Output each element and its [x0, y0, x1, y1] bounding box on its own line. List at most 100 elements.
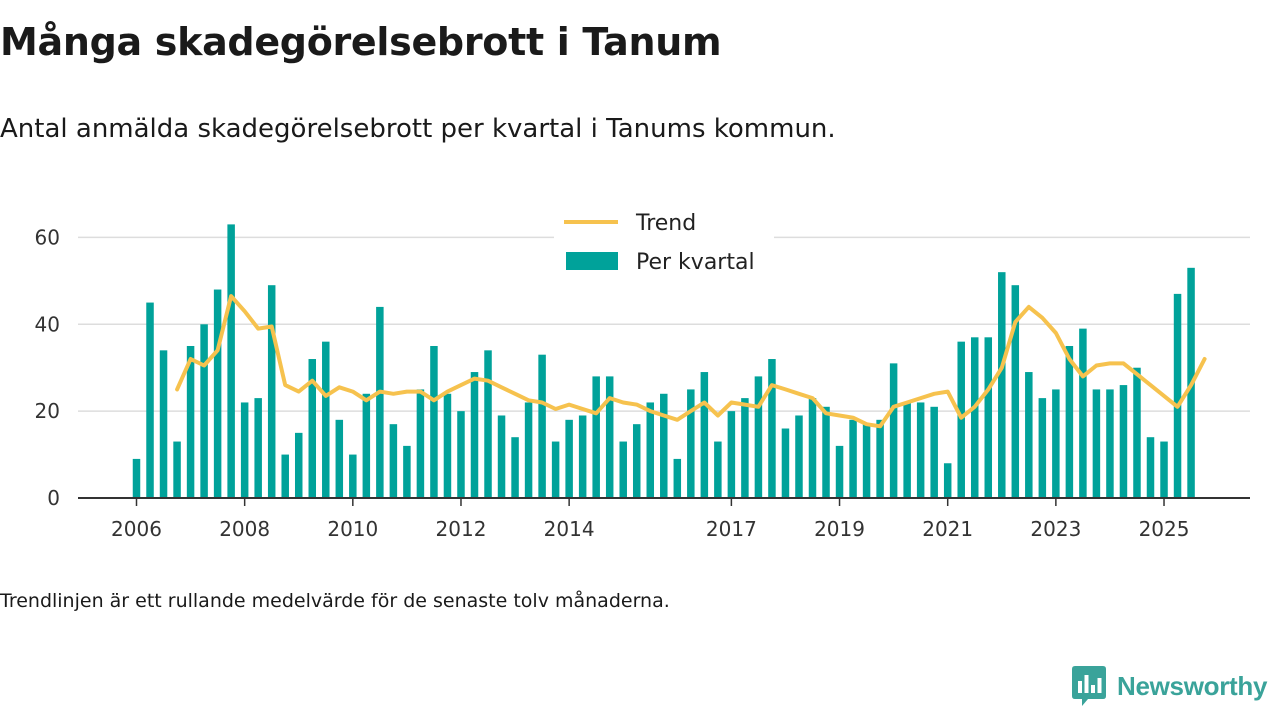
bar	[430, 345, 438, 498]
y-tick-label: 40	[35, 312, 60, 336]
newsworthy-logo[interactable]: Newsworthy	[1072, 666, 1267, 706]
bar	[132, 458, 141, 498]
bar	[700, 372, 709, 498]
legend-swatch-bar	[566, 252, 618, 270]
bar	[646, 402, 655, 498]
bar	[660, 393, 668, 498]
x-tick-label: 2019	[814, 517, 865, 541]
bar	[146, 302, 154, 498]
bar	[619, 441, 627, 498]
bar	[903, 402, 911, 498]
bar	[1160, 441, 1168, 498]
y-tick-label: 20	[35, 399, 60, 423]
bar	[159, 350, 168, 498]
bar	[240, 402, 249, 498]
footnote: Trendlinjen är ett rullande medelvärde f…	[0, 590, 670, 612]
bar	[511, 437, 519, 498]
x-tick-label: 2021	[922, 517, 973, 541]
legend-label: Trend	[635, 211, 696, 236]
bar	[1092, 389, 1101, 498]
bar	[1065, 345, 1074, 498]
trend-series	[175, 294, 1207, 429]
bar	[808, 398, 817, 498]
bar	[943, 463, 952, 498]
bar	[795, 415, 803, 498]
bar	[186, 345, 195, 498]
bar	[1011, 285, 1020, 498]
bar-chart-speech-bubble-icon	[1072, 666, 1106, 706]
bar	[768, 359, 776, 498]
bar	[876, 419, 884, 498]
brand-name: Newsworthy	[1117, 670, 1268, 701]
bar	[1025, 372, 1033, 498]
bar	[524, 402, 533, 498]
bar	[1038, 398, 1047, 498]
x-axis: 2006 2008 2010 2012 2014 2017 2019 2021 2023 2025	[78, 497, 1250, 541]
y-tick-label: 0	[47, 486, 60, 510]
bar	[592, 376, 600, 498]
bar	[1106, 389, 1114, 498]
bar	[254, 398, 262, 498]
bar	[930, 406, 938, 498]
bar	[673, 458, 682, 498]
x-tick-label: 2008	[219, 517, 270, 541]
x-tick-label: 2014	[544, 517, 595, 541]
x-tick-label: 2025	[1139, 517, 1190, 541]
bar	[416, 389, 425, 498]
legend-label: Per kvartal	[636, 250, 755, 275]
bar	[294, 432, 303, 498]
bar	[497, 415, 506, 498]
bar	[213, 289, 222, 498]
bar	[1173, 293, 1182, 498]
bar	[1133, 367, 1141, 498]
bar	[335, 419, 344, 498]
chart-title: Många skadegörelsebrott i Tanum	[0, 20, 722, 64]
bar	[605, 376, 614, 498]
bar	[781, 428, 790, 498]
x-tick-label: 2023	[1030, 517, 1081, 541]
bar	[957, 341, 965, 498]
bar	[227, 224, 235, 499]
bar	[267, 285, 276, 498]
bar	[349, 454, 357, 498]
y-tick-label: 60	[35, 225, 60, 249]
bar	[984, 337, 993, 498]
bar-series	[132, 224, 1195, 499]
bar	[565, 419, 573, 498]
bar	[741, 398, 749, 498]
legend: Trend Per kvartal	[554, 202, 774, 282]
bar	[714, 441, 722, 498]
x-tick-label: 2006	[111, 517, 162, 541]
bar	[1079, 328, 1087, 498]
bar	[1119, 385, 1128, 498]
chart-subtitle: Antal anmälda skadegörelsebrott per kvar…	[0, 114, 836, 144]
trend-line	[175, 294, 1207, 429]
bar	[916, 402, 925, 498]
bar	[308, 359, 317, 498]
x-tick-label: 2010	[327, 517, 378, 541]
bar	[632, 424, 641, 498]
bar	[173, 441, 181, 498]
bar	[470, 372, 479, 498]
bar	[322, 341, 330, 498]
y-axis-ticks: 0 20 40 60	[35, 225, 60, 510]
bar	[362, 393, 371, 498]
bar	[687, 389, 695, 498]
bar	[200, 324, 208, 498]
bar	[727, 411, 736, 498]
bar	[970, 337, 979, 498]
bar	[835, 445, 844, 498]
bar	[1146, 437, 1155, 498]
bar	[281, 454, 289, 498]
bar	[889, 363, 898, 498]
bar	[1052, 389, 1060, 498]
bar	[862, 424, 871, 498]
bar	[457, 411, 465, 498]
bar	[754, 376, 763, 498]
bar	[376, 306, 384, 498]
bar	[389, 424, 398, 498]
bar	[403, 445, 411, 498]
bar	[998, 272, 1006, 498]
bar	[822, 406, 830, 498]
